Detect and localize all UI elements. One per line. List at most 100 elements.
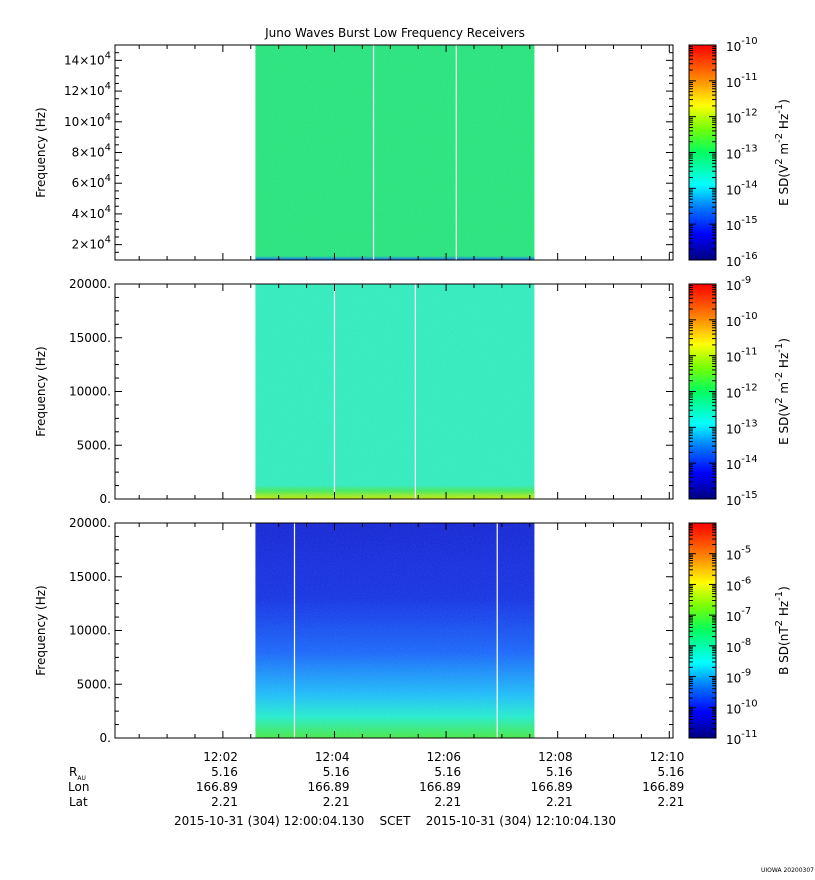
y-tick-label: 20000. — [69, 277, 111, 291]
y-tick-label: 5000. — [77, 438, 111, 452]
colorbar-tick-label: 10-9 — [726, 668, 751, 686]
y-axis-label: Frequency (Hz) — [34, 346, 48, 437]
colorbar-tick-exponent: -12 — [741, 108, 757, 119]
colorbar-label-text: Hz — [777, 114, 791, 133]
colorbar-tick-exponent: -13 — [741, 144, 757, 155]
y-tick-exponent: 4 — [105, 204, 111, 215]
y-tick-label: 6×104 — [72, 173, 111, 190]
colorbar-tick-label: 10-14 — [726, 454, 758, 472]
y-tick-exponent: 4 — [105, 173, 111, 184]
colorbar-tick-exponent: -16 — [741, 251, 757, 262]
y-tick-label: 8×104 — [72, 143, 111, 160]
colorbar-tick-label: 10-11 — [726, 72, 758, 90]
colorbar-tick-label: 10-15 — [726, 215, 758, 233]
scet-range: 2015-10-31 (304) 12:00:04.130 SCET 2015-… — [174, 814, 616, 828]
colorbar — [688, 522, 717, 739]
colorbar-tick-exponent: -11 — [741, 72, 757, 83]
lon-value: 166.89 — [642, 780, 684, 794]
colorbar-tick-exponent: -12 — [741, 383, 757, 394]
colorbar-label-text: ) — [777, 338, 791, 343]
spectrogram-noise — [255, 284, 535, 499]
y-tick-exponent: 4 — [105, 235, 111, 246]
time-label: 12:06 — [426, 750, 461, 764]
r-value: 5.16 — [658, 765, 685, 779]
spectrogram-panel-2: 0. 5000. 10000. 15000. 20000. Frequency (Hz) 1… — [34, 275, 791, 508]
colorbar-label: E SD(V2 m-2 Hz-1) — [774, 99, 791, 206]
r-value: 5.16 — [434, 765, 461, 779]
colorbar-label: E SD(V2 m-2 Hz-1) — [774, 338, 791, 445]
colorbar-tick-exponent: -8 — [741, 637, 751, 648]
y-tick-label: 14×104 — [64, 50, 111, 67]
colorbar-label-exponent: 2 — [774, 620, 785, 626]
y-tick-label: 0. — [100, 492, 111, 506]
row-label-lat: Lat — [69, 795, 88, 809]
colorbar-label-text: ) — [777, 99, 791, 104]
y-tick-label: 0. — [100, 731, 111, 745]
r-value: 5.16 — [211, 765, 238, 779]
colorbar-tick-label: 10-13 — [726, 418, 758, 436]
colorbar-label-text: E SD(V — [777, 403, 791, 445]
colorbar-tick-label: 10-10 — [726, 36, 758, 54]
colorbar-label-text: Hz — [777, 353, 791, 372]
colorbar-tick-label: 10-16 — [726, 251, 758, 269]
spectrogram-noise — [255, 45, 535, 260]
colorbar-tick-label: 10-10 — [726, 698, 758, 716]
colorbar-tick-exponent: -14 — [741, 179, 757, 190]
y-tick-label: 12×104 — [64, 81, 111, 98]
y-tick-exponent: 4 — [105, 143, 111, 154]
colorbar-label-text: ) — [777, 586, 791, 591]
y-axis-label: Frequency (Hz) — [34, 585, 48, 676]
watermark: UIOWA 20200307 — [761, 867, 814, 874]
y-tick-label: 10000. — [69, 385, 111, 399]
colorbar-tick-exponent: -10 — [741, 698, 757, 709]
colorbar-tick-exponent: -5 — [741, 545, 751, 556]
colorbar-tick-exponent: -10 — [741, 36, 757, 47]
colorbar-tick-exponent: -6 — [741, 575, 751, 586]
colorbar-tick-label: 10-14 — [726, 179, 758, 197]
colorbar-tick-exponent: -15 — [741, 490, 757, 501]
colorbar-tick-label: 10-11 — [726, 729, 758, 747]
spectrogram-noise — [255, 523, 535, 738]
colorbar-label: B SD(nT2 Hz-1) — [774, 586, 791, 675]
colorbar-tick-exponent: -7 — [741, 606, 751, 617]
colorbar-tick-label: 10-5 — [726, 545, 751, 563]
y-tick-label: 2×104 — [72, 235, 111, 252]
colorbar-label-exponent: 2 — [774, 397, 785, 403]
time-label: 12:08 — [538, 750, 573, 764]
panels: 2×104 4×104 6×104 8×104 10×104 12×104 14×104 Fr… — [34, 36, 791, 747]
r-value: 5.16 — [546, 765, 573, 779]
y-tick-exponent: 4 — [105, 81, 111, 92]
lat-value: 2.21 — [546, 795, 573, 809]
y-tick-label: 10000. — [69, 624, 111, 638]
y-tick-label: 4×104 — [72, 204, 111, 221]
lat-value: 2.21 — [658, 795, 685, 809]
colorbar-tick-exponent: -11 — [741, 729, 757, 740]
colorbar-tick-label: 10-9 — [726, 275, 751, 293]
colorbar-tick-exponent: -13 — [741, 418, 757, 429]
y-tick-label: 20000. — [69, 516, 111, 530]
colorbar-label-text: B SD(nT — [777, 626, 791, 675]
lon-value: 166.89 — [531, 780, 573, 794]
colorbar-label-exponent: -2 — [774, 372, 785, 382]
y-tick-label: 10×104 — [64, 112, 111, 129]
colorbar-tick-label: 10-8 — [726, 637, 751, 655]
lat-value: 2.21 — [434, 795, 461, 809]
colorbar-tick-label: 10-12 — [726, 108, 758, 126]
colorbar-tick-label: 10-15 — [726, 490, 758, 508]
colorbar-label-text: Hz — [777, 601, 791, 620]
colorbar-label-exponent: -1 — [774, 343, 785, 353]
y-axis-label: Frequency (Hz) — [34, 107, 48, 198]
y-tick-exponent: 4 — [105, 50, 111, 61]
colorbar-label-exponent: 2 — [774, 158, 785, 164]
colorbar-tick-exponent: -9 — [741, 275, 751, 286]
colorbar-tick-label: 10-13 — [726, 144, 758, 162]
spectrogram-panel-1: 2×104 4×104 6×104 8×104 10×104 12×104 14×104 Fr… — [34, 36, 791, 269]
lat-value: 2.21 — [211, 795, 238, 809]
y-tick-label: 5000. — [77, 677, 111, 691]
colorbar-label-text: m — [777, 382, 791, 398]
y-tick-exponent: 4 — [105, 112, 111, 123]
row-label-r-subscript: AU — [77, 775, 86, 782]
colorbar-tick-exponent: -9 — [741, 668, 751, 679]
lat-value: 2.21 — [323, 795, 350, 809]
lon-value: 166.89 — [196, 780, 238, 794]
